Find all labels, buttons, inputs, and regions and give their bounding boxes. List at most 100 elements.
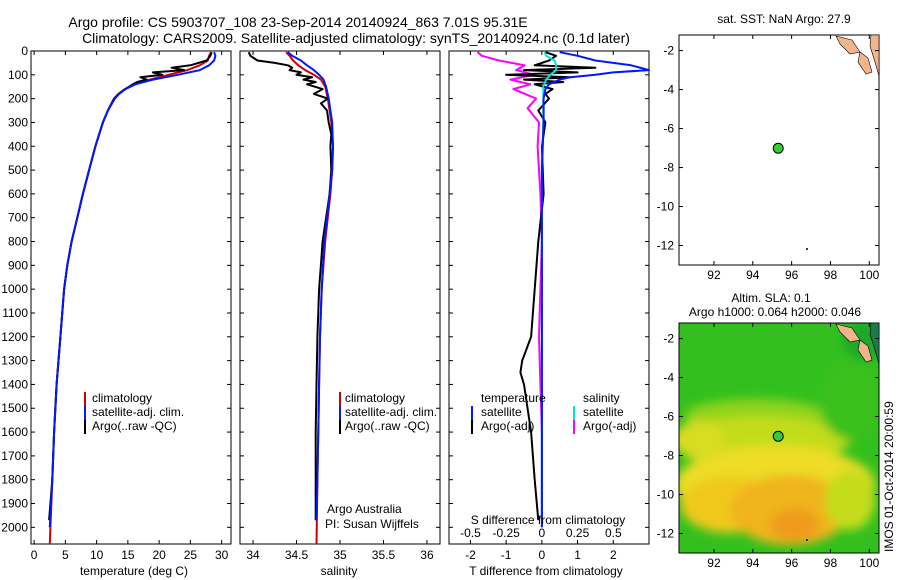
depth-tick-label: 0 — [21, 44, 28, 58]
map-y-tick-label: -4 — [663, 83, 674, 97]
x-tick-label: 35 — [333, 548, 347, 562]
legend-satellite: satellite-adj. clim. — [345, 405, 437, 419]
map-x-tick-label: 92 — [707, 268, 721, 282]
difference-xlabel: T difference from climatology — [469, 564, 623, 578]
series-salinity-argo-adj — [476, 51, 543, 521]
s-tick-label: -0.25 — [492, 526, 520, 540]
map-x-tick-label: 94 — [746, 268, 760, 282]
legend-climatology: climatology — [345, 391, 405, 405]
x-tick-label: 1 — [574, 548, 581, 562]
map-y-tick-label: -10 — [657, 488, 675, 502]
sst-map-land — [806, 34, 880, 250]
depth-tick-label: 1100 — [2, 306, 28, 320]
legend-temperature-header: temperature — [481, 391, 546, 405]
legend-s-argo: Argo(-adj) — [583, 419, 636, 433]
map-x-tick-label: 100 — [859, 556, 879, 570]
map-x-tick-label: 100 — [859, 268, 879, 282]
difference-legend: temperature salinity satellite Argo(-adj… — [471, 391, 637, 527]
sla-map-title-1: Altim. SLA: 0.1 — [731, 291, 811, 305]
depth-tick-label: 1300 — [1, 354, 28, 368]
depth-tick-label: 1200 — [1, 330, 28, 344]
depth-tick-label: 800 — [8, 235, 28, 249]
depth-tick-label: 100 — [8, 68, 28, 82]
map-y-tick-label: -8 — [663, 161, 674, 175]
x-tick-label: 30 — [215, 548, 229, 562]
argo-location-marker — [772, 142, 784, 154]
map-y-tick-label: -2 — [663, 44, 674, 58]
s-tick-label: 0.5 — [605, 526, 622, 540]
map-x-tick-label: 98 — [824, 268, 838, 282]
map-y-tick-label: -6 — [663, 122, 674, 136]
series-temperature-argo-adj — [505, 51, 597, 521]
depth-tick-label: 400 — [8, 139, 28, 153]
depth-tick-label: 700 — [8, 211, 28, 225]
annotation-pi: PI: Susan Wijffels — [325, 517, 419, 531]
title-line-2: Climatology: CARS2009. Satellite-adjuste… — [82, 30, 630, 46]
x-tick-label: 5 — [62, 548, 69, 562]
depth-tick-label: 1500 — [1, 401, 28, 415]
s-tick-label: 0 — [539, 526, 546, 540]
map-y-tick-label: -4 — [663, 371, 674, 385]
difference-panel — [448, 50, 650, 545]
salinity-legend: climatology satellite-adj. clim. Argo(..… — [325, 391, 437, 531]
series-argo-raw-qc — [48, 51, 213, 521]
depth-tick-label: 200 — [8, 92, 28, 106]
x-tick-label: 15 — [121, 548, 135, 562]
sla-map-land — [806, 322, 880, 541]
series-argo-raw-qc — [247, 51, 333, 521]
legend-argo: Argo(..raw -QC) — [345, 419, 430, 433]
depth-tick-label: 1800 — [1, 473, 28, 487]
x-tick-label: -2 — [465, 548, 476, 562]
s-tick-label: -0.5 — [460, 526, 481, 540]
series-satellite-adj-clim — [48, 51, 217, 528]
map-y-tick-label: -6 — [663, 410, 674, 424]
depth-tick-label: 1400 — [1, 377, 28, 391]
s-tick-label: 0.25 — [566, 526, 590, 540]
map-x-tick-label: 96 — [785, 268, 799, 282]
map-x-tick-label: 92 — [707, 556, 721, 570]
temperature-legend: climatology satellite-adj. clim. Argo(..… — [84, 391, 184, 434]
sla-heatmap — [679, 323, 879, 553]
map-y-tick-label: -2 — [663, 332, 674, 346]
annotation-argo-australia: Argo Australia — [327, 502, 402, 516]
title-line-1: Argo profile: CS 5903707_108 23-Sep-2014… — [68, 14, 527, 30]
depth-tick-label: 1900 — [1, 497, 28, 511]
series-temperature-satellite — [540, 51, 650, 528]
map-y-tick-label: -12 — [657, 239, 675, 253]
depth-tick-label: 600 — [8, 187, 28, 201]
x-tick-label: 36 — [420, 548, 434, 562]
x-tick-label: -1 — [501, 548, 512, 562]
map-x-tick-label: 96 — [785, 556, 799, 570]
depth-tick-label: 900 — [8, 258, 28, 272]
series-climatology — [48, 51, 212, 545]
map-y-tick-label: -10 — [657, 200, 675, 214]
sst-map-title: sat. SST: NaN Argo: 27.9 — [717, 12, 851, 26]
depth-tick-label: 1000 — [1, 282, 28, 296]
map-y-tick-label: -12 — [657, 527, 675, 541]
map-x-tick-label: 98 — [824, 556, 838, 570]
x-tick-label: 35.5 — [372, 548, 396, 562]
x-tick-label: 25 — [184, 548, 198, 562]
depth-tick-label: 1700 — [1, 449, 28, 463]
x-tick-label: 20 — [152, 548, 166, 562]
argo-location-marker — [772, 430, 784, 442]
legend-t-satellite: satellite — [481, 405, 522, 419]
x-tick-label: 2 — [610, 548, 617, 562]
legend-s-satellite: satellite — [583, 405, 624, 419]
series-climatology — [285, 51, 334, 545]
depth-tick-label: 500 — [8, 163, 28, 177]
depth-tick-label: 2000 — [1, 520, 28, 534]
x-tick-label: 34.5 — [285, 548, 309, 562]
x-tick-label: 0 — [31, 548, 38, 562]
salinity-xlabel: salinity — [321, 564, 358, 578]
temperature-panel — [30, 50, 232, 545]
legend-satellite: satellite-adj. clim. — [92, 405, 184, 419]
legend-t-argo: Argo(-adj) — [481, 419, 534, 433]
depth-tick-label: 300 — [8, 115, 28, 129]
s-difference-label: S difference from climatology — [471, 513, 626, 527]
legend-argo: Argo(..raw -QC) — [92, 419, 177, 433]
chart-marks: 0100200300400500600700800900100011001200… — [1, 35, 880, 570]
salinity-panel — [239, 50, 441, 545]
x-tick-label: 0 — [539, 548, 546, 562]
legend-salinity-header: salinity — [583, 391, 620, 405]
